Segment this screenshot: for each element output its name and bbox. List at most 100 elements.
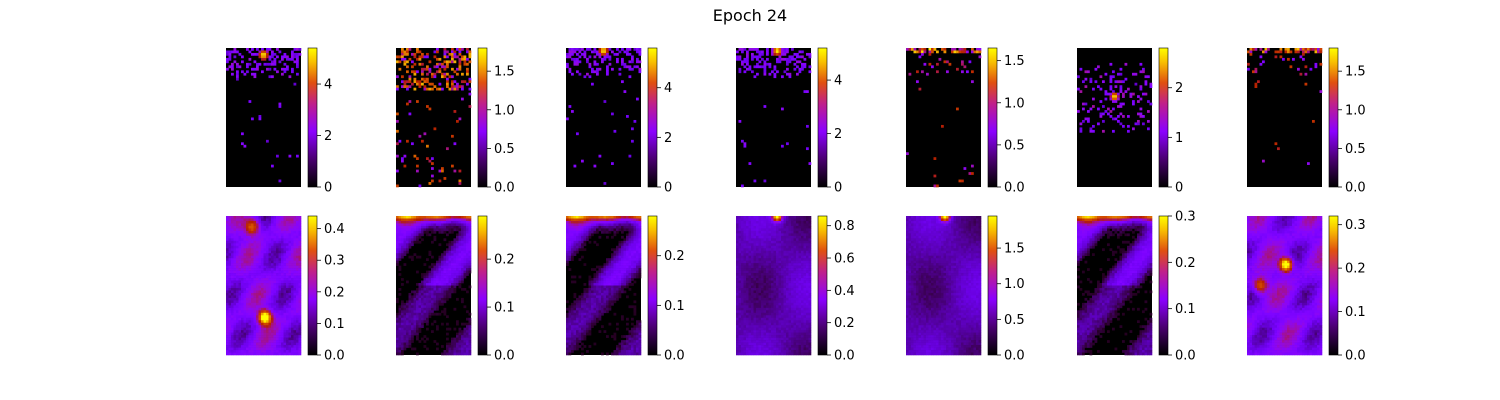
heatmap-cell bbox=[573, 347, 577, 351]
heatmap-cell bbox=[243, 287, 247, 291]
heatmap-cell bbox=[601, 218, 604, 222]
heatmap-cell bbox=[1117, 97, 1120, 101]
heatmap-cell bbox=[298, 250, 302, 254]
heatmap-cell bbox=[226, 243, 229, 247]
heatmap-cell bbox=[278, 278, 282, 281]
heatmap-cell bbox=[403, 305, 407, 309]
heatmap-cell bbox=[943, 48, 947, 51]
heatmap-cell bbox=[411, 238, 414, 242]
heatmap-cell bbox=[436, 280, 439, 284]
heatmap-cell bbox=[766, 62, 769, 66]
heatmap-cell bbox=[226, 50, 229, 54]
heatmap-cell bbox=[446, 347, 449, 351]
heatmap-cell bbox=[406, 320, 409, 324]
heatmap-cell bbox=[263, 57, 267, 61]
heatmap-cell bbox=[283, 327, 287, 331]
heatmap-cell bbox=[396, 352, 399, 356]
heatmap-cell bbox=[568, 320, 572, 324]
heatmap-cell bbox=[588, 332, 592, 336]
heatmap-cell bbox=[281, 302, 284, 306]
heatmap-cell bbox=[463, 220, 467, 224]
heatmap-cell bbox=[568, 347, 572, 351]
heatmap-cell bbox=[396, 184, 399, 188]
heatmap-cell bbox=[423, 340, 427, 343]
heatmap-cell bbox=[263, 243, 267, 247]
heatmap-cell bbox=[228, 327, 232, 331]
heatmap-cell bbox=[603, 218, 607, 222]
heatmap-cell bbox=[431, 174, 434, 178]
heatmap-cell bbox=[453, 345, 457, 348]
heatmap-cell bbox=[756, 72, 759, 76]
heatmap-cell bbox=[908, 48, 912, 51]
heatmap-cell bbox=[293, 350, 297, 353]
heatmap-cell bbox=[758, 55, 762, 59]
heatmap-cell bbox=[298, 317, 302, 321]
heatmap-cell bbox=[426, 280, 429, 284]
heatmap-cell bbox=[268, 243, 272, 247]
heatmap-cell bbox=[413, 235, 417, 239]
heatmap-cell bbox=[418, 225, 422, 229]
heatmap-cell bbox=[771, 216, 774, 219]
heatmap-cell bbox=[581, 292, 584, 296]
heatmap-cell bbox=[233, 275, 237, 279]
heatmap-cell bbox=[616, 322, 619, 326]
heatmap-cell bbox=[568, 243, 572, 247]
heatmap-cell bbox=[256, 332, 259, 336]
heatmap-cell bbox=[466, 218, 469, 222]
heatmap-cell bbox=[763, 179, 767, 183]
heatmap-cell bbox=[411, 60, 414, 64]
heatmap-cell bbox=[293, 270, 297, 274]
heatmap-cell bbox=[401, 342, 404, 346]
heatmap-cell bbox=[773, 72, 777, 76]
heatmap-cell bbox=[411, 315, 414, 319]
heatmap-cell bbox=[266, 233, 269, 237]
heatmap-cell bbox=[461, 287, 464, 291]
heatmap-cell bbox=[776, 52, 779, 56]
heatmap-cell bbox=[793, 67, 797, 71]
heatmap-cell bbox=[601, 305, 604, 309]
heatmap-cell bbox=[591, 315, 594, 319]
heatmap-cell bbox=[258, 280, 262, 284]
heatmap-cell bbox=[466, 258, 469, 261]
heatmap-cell bbox=[233, 342, 237, 346]
heatmap-cell bbox=[436, 287, 439, 291]
heatmap-cell bbox=[398, 340, 402, 343]
heatmap-cell bbox=[286, 233, 289, 237]
heatmap-cell bbox=[293, 315, 297, 319]
heatmap-cell bbox=[453, 350, 457, 353]
heatmap-cell bbox=[1304, 72, 1308, 76]
heatmap-cell bbox=[226, 275, 229, 279]
heatmap-cell bbox=[251, 230, 254, 234]
heatmap-cell bbox=[431, 295, 434, 299]
heatmap-cell bbox=[226, 253, 229, 257]
heatmap-cell bbox=[248, 248, 252, 252]
heatmap-cell bbox=[461, 278, 464, 281]
heatmap-cell bbox=[443, 300, 447, 304]
heatmap-cell bbox=[806, 147, 809, 151]
heatmap-cell bbox=[596, 287, 599, 291]
heatmap-cell bbox=[566, 240, 569, 244]
heatmap-cell bbox=[636, 320, 639, 324]
heatmap-cell bbox=[266, 278, 269, 281]
heatmap-cell bbox=[423, 290, 427, 294]
heatmap-cell bbox=[438, 230, 442, 234]
heatmap-cell bbox=[451, 57, 454, 61]
heatmap-cell bbox=[228, 310, 232, 314]
heatmap-cell bbox=[446, 225, 449, 229]
heatmap-cell bbox=[578, 225, 582, 229]
heatmap-cell bbox=[458, 332, 462, 336]
heatmap-cell bbox=[466, 263, 469, 266]
heatmap-cell bbox=[423, 307, 427, 311]
heatmap-cell bbox=[571, 332, 574, 336]
heatmap-cell bbox=[273, 255, 277, 259]
heatmap-cell bbox=[283, 258, 287, 261]
heatmap-cell bbox=[268, 295, 272, 299]
heatmap-cell bbox=[251, 238, 254, 242]
heatmap-cell bbox=[601, 297, 604, 301]
heatmap-cell bbox=[268, 223, 272, 227]
heatmap-cell bbox=[243, 260, 247, 264]
heatmap-cell bbox=[426, 290, 429, 294]
heatmap-cell bbox=[788, 218, 792, 222]
heatmap-cell bbox=[243, 352, 247, 356]
heatmap-cell bbox=[236, 327, 239, 331]
